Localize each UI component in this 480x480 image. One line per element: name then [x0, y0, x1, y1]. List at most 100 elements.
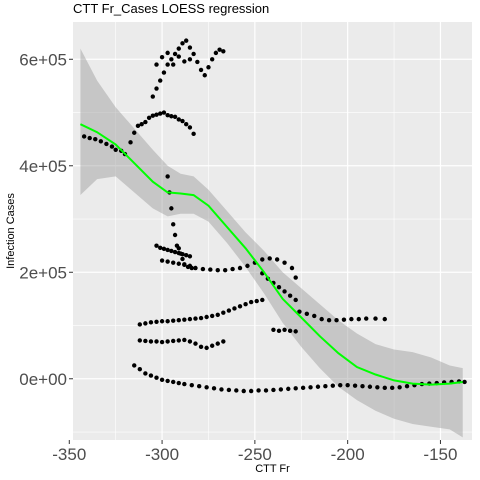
data-point: [154, 86, 159, 91]
data-point: [159, 339, 165, 345]
data-point: [196, 384, 202, 389]
data-point: [287, 293, 293, 298]
data-point: [349, 316, 354, 322]
chart-title: CTT Fr_Cases LOESS regression: [73, 1, 270, 16]
data-point: [171, 318, 176, 323]
data-point: [356, 316, 361, 322]
data-point: [293, 329, 298, 334]
data-point: [215, 341, 220, 346]
data-point: [375, 385, 380, 390]
data-point: [139, 122, 144, 127]
data-point: [278, 387, 284, 392]
data-point: [165, 259, 170, 264]
x-tick-label: -300: [145, 445, 179, 464]
data-point: [169, 206, 174, 211]
data-point: [182, 317, 187, 322]
data-point: [187, 125, 193, 130]
confidence-band: [80, 48, 463, 438]
data-point: [158, 111, 163, 116]
data-point: [404, 384, 410, 389]
data-point: [222, 267, 228, 273]
data-point: [87, 135, 92, 141]
data-point: [364, 316, 369, 321]
data-point: [172, 232, 178, 238]
data-point: [282, 289, 287, 294]
data-point: [221, 49, 226, 54]
data-point: [165, 174, 170, 179]
x-tick-label: -150: [423, 445, 457, 464]
data-point: [143, 321, 148, 326]
y-tick-label: 0e+00: [19, 370, 67, 389]
data-point: [135, 123, 141, 129]
data-point: [104, 141, 109, 147]
data-point: [176, 250, 181, 256]
data-point: [241, 388, 246, 394]
axis-ticks: -350 -300 -250 -200 -150 0e+00 2e+05 4e+05 6e+05: [19, 50, 457, 464]
data-point: [367, 384, 373, 389]
data-point: [382, 316, 387, 322]
data-point: [345, 382, 350, 388]
y-axis-label: Infection Cases: [5, 193, 17, 269]
data-point: [165, 378, 170, 384]
data-point: [319, 316, 324, 322]
data-point: [382, 385, 387, 391]
data-point: [338, 382, 343, 388]
data-point: [184, 253, 189, 258]
data-point: [161, 110, 167, 115]
data-point: [150, 94, 155, 99]
x-tick-label: -200: [331, 445, 365, 464]
data-point: [221, 339, 226, 344]
data-point: [184, 38, 189, 43]
data-point: [176, 317, 181, 323]
data-point: [171, 338, 176, 344]
data-point: [209, 343, 215, 348]
data-point: [260, 257, 265, 262]
data-point: [171, 379, 176, 385]
data-point: [200, 266, 206, 272]
data-point: [341, 317, 347, 322]
data-point: [184, 122, 189, 127]
data-point: [274, 257, 280, 262]
data-point: [219, 387, 224, 392]
data-point: [180, 256, 185, 262]
data-point: [154, 375, 159, 380]
data-point: [182, 381, 187, 387]
data-point: [132, 363, 137, 368]
data-point: [326, 317, 332, 323]
data-point: [193, 316, 198, 321]
data-point: [204, 385, 209, 390]
data-point: [182, 59, 187, 64]
data-point: [172, 249, 178, 255]
data-point: [209, 313, 215, 319]
data-point: [254, 298, 259, 304]
x-axis-label: CTT Fr: [255, 463, 290, 475]
data-point: [191, 51, 196, 57]
data-point: [234, 388, 239, 393]
data-point: [159, 377, 165, 383]
data-point: [172, 51, 178, 57]
data-point: [148, 373, 154, 378]
data-point: [154, 319, 159, 324]
data-point: [237, 265, 243, 271]
data-point: [161, 246, 167, 252]
data-point: [128, 140, 133, 145]
loess-fit-layer: [79, 123, 463, 386]
data-point: [180, 118, 185, 124]
data-point: [256, 388, 261, 393]
data-point: [276, 284, 282, 290]
data-point: [176, 117, 181, 122]
data-point: [330, 383, 336, 388]
data-point: [397, 385, 402, 390]
data-point: [232, 306, 237, 311]
data-point: [293, 386, 298, 391]
data-point: [137, 338, 143, 343]
data-point: [390, 385, 395, 391]
data-point: [189, 382, 194, 388]
data-point: [293, 275, 298, 280]
data-point: [260, 297, 265, 303]
data-point: [217, 47, 222, 52]
data-point: [282, 327, 287, 332]
data-point: [198, 344, 204, 350]
data-point: [159, 54, 165, 60]
